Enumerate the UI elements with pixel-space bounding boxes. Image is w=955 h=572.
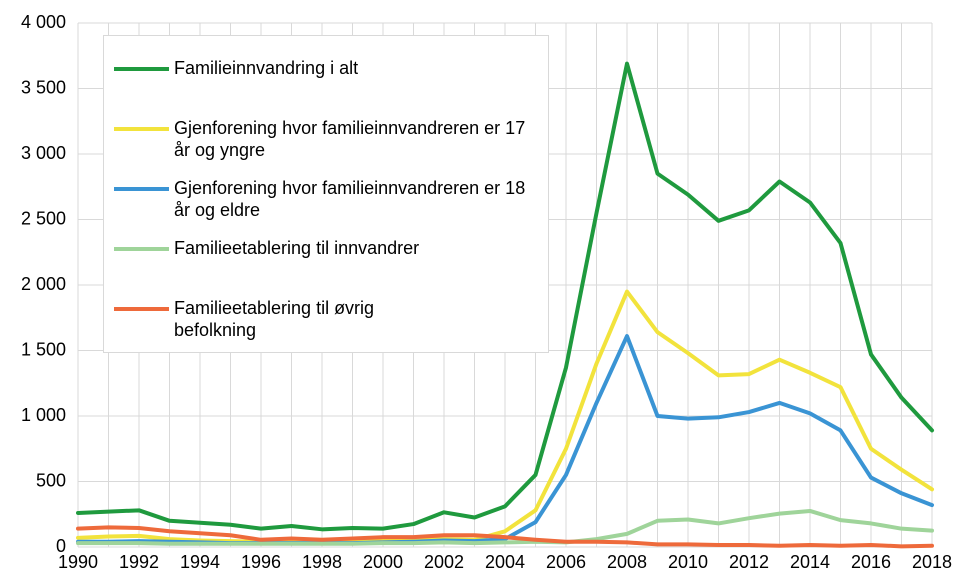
legend-swatch bbox=[114, 67, 169, 71]
x-tick-label: 2016 bbox=[851, 552, 891, 572]
x-tick-label: 1990 bbox=[58, 552, 98, 572]
legend: Familieinnvandring i alt Gjenforening hvo… bbox=[103, 35, 549, 353]
y-tick-label: 3 000 bbox=[21, 143, 66, 163]
legend-label: Familieetablering til innvandrer bbox=[174, 238, 420, 258]
legend-label: Familieinnvandring i alt bbox=[174, 58, 359, 78]
series-line bbox=[76, 508, 934, 546]
legend-swatch bbox=[114, 247, 169, 251]
y-tick-label: 500 bbox=[36, 470, 66, 490]
legend-entry: Gjenforening hvor familieinnvandreren er… bbox=[104, 117, 538, 161]
legend-label: Gjenforening hvor familieinnvandreren er… bbox=[174, 178, 526, 220]
legend-swatch bbox=[114, 127, 169, 131]
x-tick-label: 1998 bbox=[302, 552, 342, 572]
x-tick-label: 2008 bbox=[607, 552, 647, 572]
y-tick-label: 2 000 bbox=[21, 274, 66, 294]
y-tick-label: 2 500 bbox=[21, 208, 66, 228]
y-tick-label: 1 500 bbox=[21, 339, 66, 359]
y-tick-label: 1 000 bbox=[21, 405, 66, 425]
legend-label: Familieetablering til øvrig befolkning bbox=[174, 298, 375, 340]
x-tick-label: 2010 bbox=[668, 552, 708, 572]
legend-swatch bbox=[114, 307, 169, 311]
x-tick-label: 2018 bbox=[912, 552, 952, 572]
x-tick-label: 2012 bbox=[729, 552, 769, 572]
series-line bbox=[76, 61, 934, 532]
x-tick-label: 1996 bbox=[241, 552, 281, 572]
x-tick-label: 2000 bbox=[363, 552, 403, 572]
legend-swatch bbox=[114, 187, 169, 191]
y-tick-label: 4 000 bbox=[21, 12, 66, 32]
legend-entry: Familieetablering til øvrig befolkning bbox=[104, 297, 538, 341]
legend-label: Gjenforening hvor familieinnvandreren er… bbox=[174, 118, 526, 160]
y-tick-label: 3 500 bbox=[21, 77, 66, 97]
x-tick-label: 1992 bbox=[119, 552, 159, 572]
x-tick-label: 2004 bbox=[485, 552, 525, 572]
legend-entry: Familieetablering til innvandrer bbox=[104, 237, 538, 259]
x-tick-label: 2002 bbox=[424, 552, 464, 572]
series-line bbox=[76, 525, 934, 549]
x-tick-label: 1994 bbox=[180, 552, 220, 572]
x-tick-label: 2006 bbox=[546, 552, 586, 572]
x-tick-label: 2014 bbox=[790, 552, 830, 572]
y-tick-label: 0 bbox=[56, 536, 66, 556]
legend-entry: Gjenforening hvor familieinnvandreren er… bbox=[104, 177, 538, 221]
legend-entry: Familieinnvandring i alt bbox=[104, 57, 538, 79]
